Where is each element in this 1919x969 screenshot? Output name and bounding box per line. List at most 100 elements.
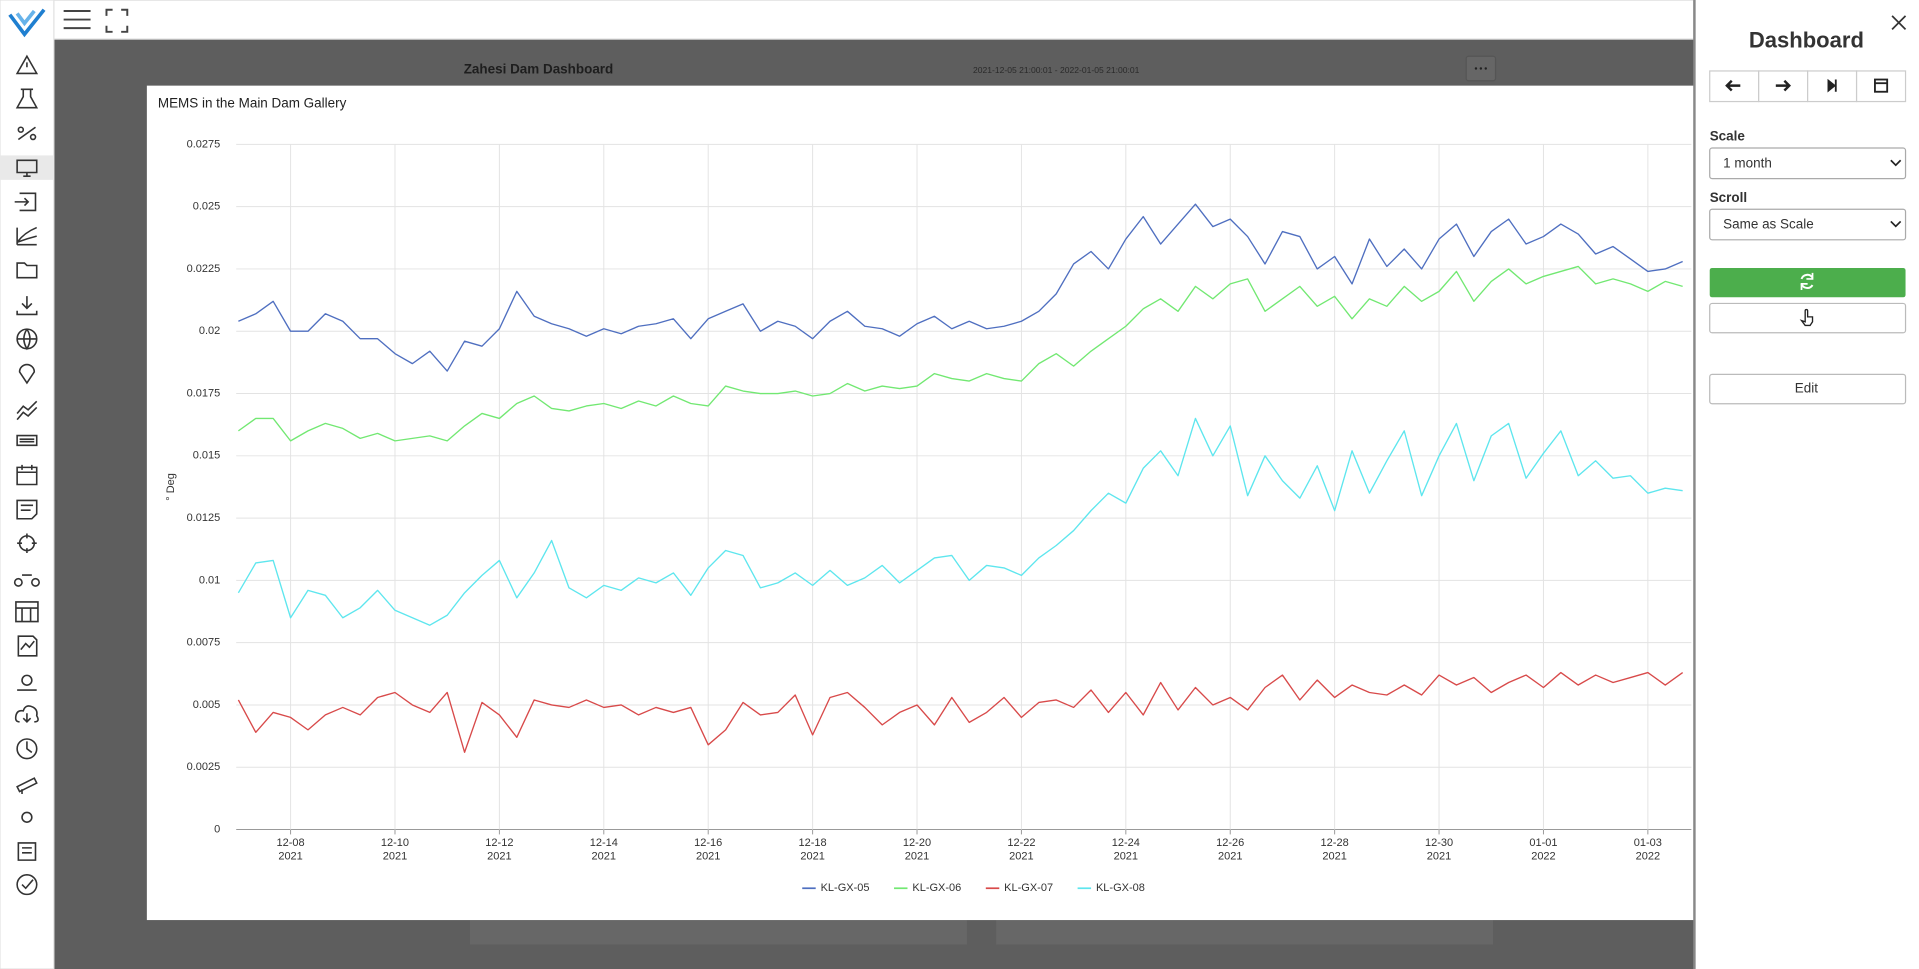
x-tick-label: 2021	[592, 850, 616, 862]
menu-button[interactable]	[1465, 55, 1497, 82]
x-tick-label: 12-20	[903, 837, 931, 849]
pan-button[interactable]	[1709, 302, 1907, 334]
chart-title: MEMS in the Main Dam Gallery	[158, 96, 347, 111]
sidebar-icon[interactable]	[16, 738, 38, 760]
scale-value: 1 month	[1723, 156, 1772, 171]
sidebar-icon[interactable]	[16, 874, 38, 896]
y-tick-label: 0.025	[193, 201, 221, 213]
y-tick-label: 0.0125	[187, 512, 221, 524]
dim-card	[996, 920, 1494, 945]
sidebar-icon[interactable]	[21, 811, 33, 823]
series-line	[237, 265, 1683, 442]
y-tick-label: 0	[214, 823, 220, 835]
y-tick-label: 0.0275	[187, 138, 221, 150]
side-panel	[1693, 0, 1919, 969]
sidebar-icon[interactable]	[16, 464, 38, 486]
refresh-button[interactable]	[1709, 267, 1906, 298]
sidebar-icon[interactable]	[17, 674, 37, 691]
x-tick-label: 2021	[278, 850, 302, 862]
x-tick-label: 2021	[487, 850, 511, 862]
x-tick-label: 2021	[1009, 850, 1033, 862]
sidebar-icon[interactable]	[14, 705, 39, 723]
legend-label[interactable]: KL-GX-05	[821, 882, 870, 894]
sidebar-icon[interactable]	[15, 54, 39, 75]
y-tick-label: 0.0025	[187, 761, 221, 773]
series-line	[237, 671, 1684, 753]
x-tick-label: 12-16	[694, 837, 722, 849]
edit-button[interactable]	[1709, 373, 1907, 405]
x-tick-label: 2022	[1636, 850, 1660, 862]
legend-label[interactable]: KL-GX-06	[912, 882, 961, 894]
sidebar-icon[interactable]	[17, 533, 37, 554]
x-tick-label: 01-01	[1529, 837, 1557, 849]
x-tick-label: 2021	[1218, 850, 1242, 862]
sidebar-icon[interactable]	[15, 601, 39, 623]
scroll-value: Same as Scale	[1723, 217, 1813, 232]
sidebar-icon[interactable]	[16, 262, 38, 279]
sidebar-icon[interactable]	[17, 126, 37, 141]
x-tick-label: 12-08	[277, 837, 305, 849]
sidebar-icon[interactable]	[16, 400, 38, 421]
scroll-select[interactable]	[1709, 208, 1907, 241]
x-tick-label: 12-30	[1425, 837, 1453, 849]
top-bar	[53, 0, 1695, 40]
plot: 0 0.0025 0.005 0.0075 0.01 0.0125 0.015 0.0175 0…	[187, 138, 1692, 894]
chart-card	[146, 85, 1694, 921]
sidebar-icon[interactable]	[15, 88, 39, 109]
hamburger-button[interactable]	[63, 10, 91, 30]
sidebar-icon[interactable]	[16, 226, 38, 246]
y-tick-label: 0.0075	[187, 637, 221, 649]
x-tick-label: 12-12	[485, 837, 513, 849]
x-tick-label: 2021	[383, 850, 407, 862]
x-tick-label: 12-10	[381, 837, 409, 849]
x-tick-label: 2021	[696, 850, 720, 862]
edit-label: Edit	[1795, 381, 1818, 396]
x-tick-label: 12-24	[1112, 837, 1140, 849]
sidebar-icon[interactable]	[17, 635, 38, 657]
series-line	[237, 417, 1683, 626]
sidebar-icon[interactable]	[16, 777, 38, 795]
x-tick-label: 2021	[1322, 850, 1346, 862]
scale-label: Scale	[1710, 129, 1746, 144]
y-axis-label: ° Deg	[165, 473, 177, 501]
x-tick-label: 12-18	[799, 837, 827, 849]
x-tick-label: 12-22	[1007, 837, 1035, 849]
close-button[interactable]	[1891, 15, 1907, 30]
y-tick-label: 0.015	[193, 450, 221, 462]
logo	[8, 8, 46, 38]
y-tick-label: 0.02	[199, 325, 220, 337]
sidebar-icon[interactable]	[16, 328, 38, 351]
sidebar-icon[interactable]	[16, 434, 38, 447]
y-tick-label: 0.0225	[187, 263, 221, 275]
sidebar-icon[interactable]	[16, 499, 38, 520]
x-tick-label: 2021	[905, 850, 929, 862]
y-tick-label: 0.0175	[187, 387, 221, 399]
time-range: 2021-12-05 21:00:01 - 2022-01-05 21:00:0…	[973, 65, 1140, 75]
x-tick-label: 2022	[1531, 850, 1555, 862]
x-tick-label: 12-26	[1216, 837, 1244, 849]
y-tick-label: 0.005	[193, 699, 221, 711]
icon	[1775, 79, 1792, 92]
icon	[1827, 78, 1837, 93]
sidebar-icon[interactable]	[16, 296, 38, 316]
fullscreen-button[interactable]	[105, 8, 129, 33]
legend-label[interactable]: KL-GX-07	[1004, 882, 1053, 894]
sidebar-icon[interactable]	[18, 363, 36, 385]
scale-select[interactable]	[1709, 147, 1907, 180]
x-tick-label: 2021	[1114, 850, 1138, 862]
series-line	[238, 203, 1683, 372]
dim-card	[469, 920, 967, 945]
sidebar-icon[interactable]	[17, 842, 37, 861]
sidebar-icon[interactable]	[16, 159, 38, 177]
nav-buttons	[1709, 70, 1907, 103]
x-tick-label: 01-03	[1634, 837, 1662, 849]
legend-label[interactable]: KL-GX-08	[1096, 882, 1145, 894]
sidebar-icon[interactable]	[14, 192, 37, 212]
dashboard-title: Zahesi Dam Dashboard	[464, 61, 614, 76]
scroll-label: Scroll	[1710, 190, 1747, 205]
icon	[1725, 79, 1741, 92]
sidebar-icon[interactable]	[13, 574, 40, 587]
calendar-button[interactable]	[1855, 70, 1907, 103]
